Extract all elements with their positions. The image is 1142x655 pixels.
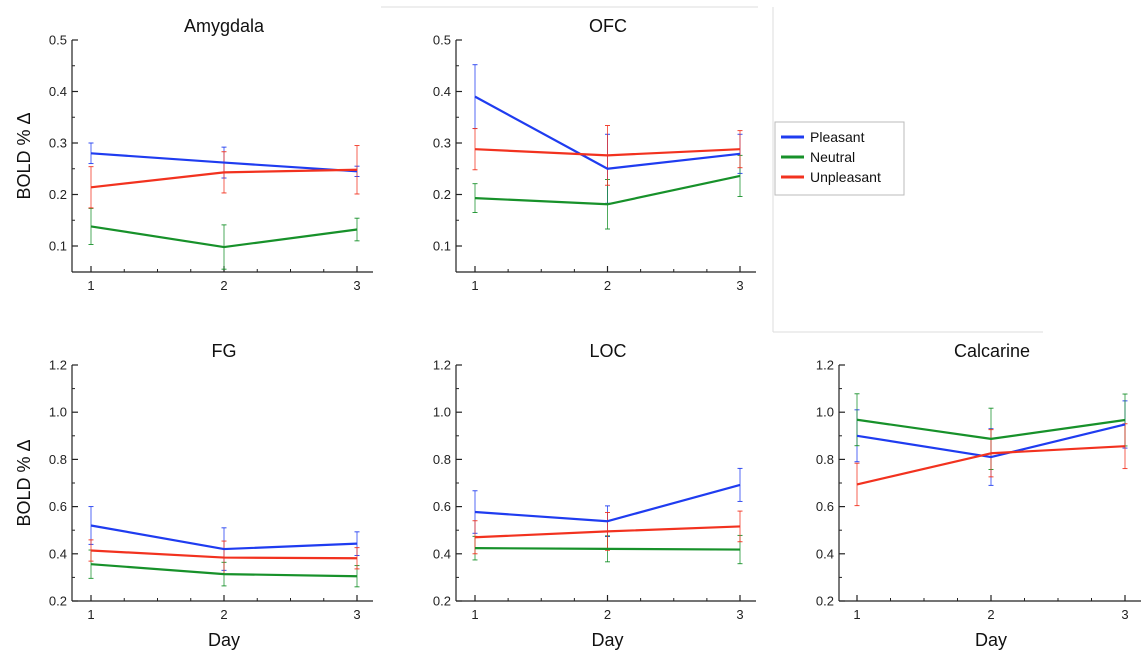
- y-tick-label: 0.8: [433, 452, 451, 467]
- y-tick-label: 1.2: [433, 358, 451, 373]
- y-tick-label: 0.3: [49, 136, 67, 151]
- panel-calcarine: Calcarine 0.2 0.4 0.6 0.8 1.0 1.2 1 2 3 Day: [816, 341, 1141, 650]
- panel-title: OFC: [589, 16, 627, 36]
- legend: Pleasant Neutral Unpleasant: [774, 121, 905, 196]
- series-line-pleasant: [474, 95, 741, 170]
- y-axis-label: BOLD % Δ: [14, 112, 34, 199]
- y-tick-label: 0.5: [433, 33, 451, 48]
- panel-ofc: OFC 0.1 0.2 0.3 0.4 0.5 1 2 3: [433, 16, 756, 293]
- x-tick-label: 1: [471, 607, 478, 622]
- series-line-pleasant: [474, 483, 741, 523]
- y-tick-label: 0.8: [49, 452, 67, 467]
- x-axis-label: Day: [975, 630, 1007, 650]
- series-line-pleasant: [90, 152, 358, 173]
- x-axis-label: Day: [591, 630, 623, 650]
- y-axis-label: BOLD % Δ: [14, 439, 34, 526]
- y-tick-label: 1.2: [49, 358, 67, 373]
- series-line-unpleasant: [474, 525, 741, 539]
- panel-title: Amygdala: [184, 16, 265, 36]
- series-line-unpleasant: [474, 148, 741, 157]
- y-tick-label: 0.6: [433, 499, 451, 514]
- y-tick-label: 0.3: [433, 136, 451, 151]
- x-tick-label: 2: [220, 607, 227, 622]
- y-tick-label: 0.6: [49, 499, 67, 514]
- series-line-neutral: [474, 174, 741, 206]
- legend-label-neutral: Neutral: [810, 149, 855, 165]
- panel-title: Calcarine: [954, 341, 1030, 361]
- series-line-unpleasant: [90, 168, 358, 189]
- y-tick-label: 0.2: [433, 187, 451, 202]
- series-line-pleasant: [90, 524, 358, 551]
- series-line-neutral: [90, 225, 358, 249]
- panel-title: FG: [212, 341, 237, 361]
- y-tick-label: 1.2: [816, 358, 834, 373]
- x-axis-label: Day: [208, 630, 240, 650]
- series-line-neutral: [90, 563, 358, 578]
- y-tick-label: 0.2: [49, 594, 67, 609]
- x-tick-label: 1: [471, 278, 478, 293]
- series-line-unpleasant: [856, 445, 1126, 486]
- series-line-neutral: [856, 418, 1126, 440]
- y-tick-label: 0.2: [816, 594, 834, 609]
- y-tick-label: 1.0: [433, 405, 451, 420]
- y-tick-label: 0.1: [49, 239, 67, 254]
- y-tick-label: 0.4: [49, 546, 67, 561]
- y-tick-label: 0.1: [433, 239, 451, 254]
- legend-label-pleasant: Pleasant: [810, 129, 865, 145]
- x-tick-label: 3: [736, 607, 743, 622]
- series-line-pleasant: [856, 423, 1126, 459]
- y-tick-label: 0.8: [816, 452, 834, 467]
- y-tick-label: 0.5: [49, 33, 67, 48]
- x-tick-label: 3: [353, 607, 360, 622]
- series-line-unpleasant: [90, 549, 358, 560]
- panel-amygdala: Amygdala 0.1 0.2 0.3 0.4 0.5 1 2 3 BOLD % Δ: [14, 16, 373, 293]
- y-tick-label: 1.0: [816, 405, 834, 420]
- x-tick-label: 1: [87, 607, 94, 622]
- y-tick-label: 0.4: [816, 546, 834, 561]
- x-tick-label: 3: [736, 278, 743, 293]
- x-tick-label: 2: [220, 278, 227, 293]
- x-tick-label: 2: [987, 607, 994, 622]
- y-tick-label: 1.0: [49, 405, 67, 420]
- series-line-neutral: [474, 547, 741, 551]
- y-tick-label: 0.6: [816, 499, 834, 514]
- x-tick-label: 2: [604, 278, 611, 293]
- y-tick-label: 0.4: [49, 84, 67, 99]
- legend-label-unpleasant: Unpleasant: [810, 169, 881, 185]
- y-tick-label: 0.2: [433, 594, 451, 609]
- x-tick-label: 2: [604, 607, 611, 622]
- panel-loc: LOC 0.2 0.4 0.6 0.8 1.0 1.2 1 2 3 Day: [433, 341, 756, 650]
- x-tick-label: 3: [1121, 607, 1128, 622]
- panel-fg: FG 0.2 0.4 0.6 0.8 1.0 1.2 1 2 3 BOLD % Δ Day: [14, 341, 373, 650]
- x-tick-label: 1: [853, 607, 860, 622]
- y-tick-label: 0.4: [433, 84, 451, 99]
- x-tick-label: 3: [353, 278, 360, 293]
- panel-title: LOC: [589, 341, 626, 361]
- y-tick-label: 0.4: [433, 546, 451, 561]
- x-tick-label: 1: [87, 278, 94, 293]
- y-tick-label: 0.2: [49, 187, 67, 202]
